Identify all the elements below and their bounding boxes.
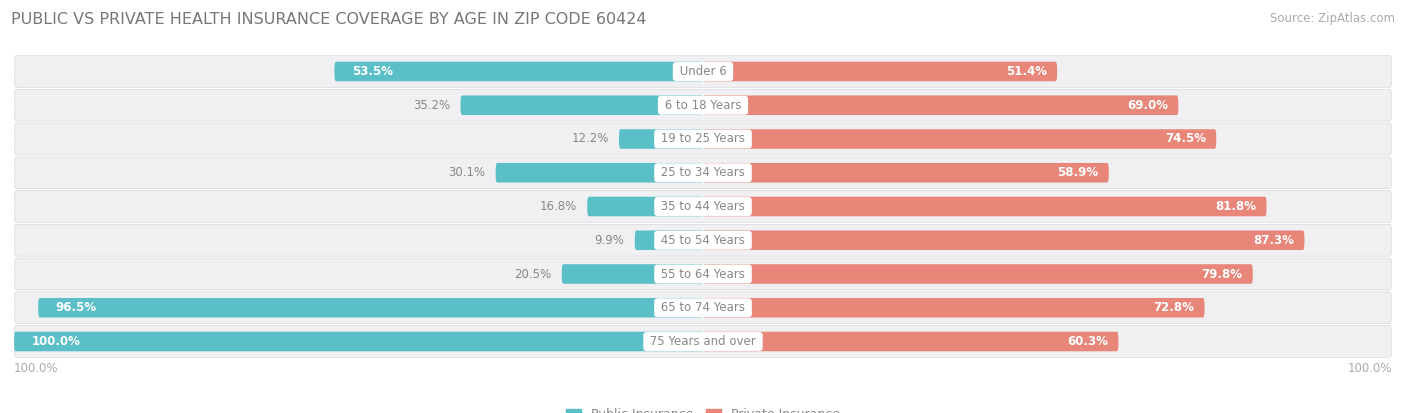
FancyBboxPatch shape <box>703 95 1178 115</box>
FancyBboxPatch shape <box>703 230 1305 250</box>
Text: 25 to 34 Years: 25 to 34 Years <box>657 166 749 179</box>
FancyBboxPatch shape <box>14 292 1392 324</box>
FancyBboxPatch shape <box>14 325 1392 357</box>
FancyBboxPatch shape <box>14 123 1392 155</box>
Text: 65 to 74 Years: 65 to 74 Years <box>657 301 749 314</box>
Text: 60.3%: 60.3% <box>1067 335 1108 348</box>
FancyBboxPatch shape <box>703 62 1057 81</box>
Text: 81.8%: 81.8% <box>1215 200 1256 213</box>
Text: 87.3%: 87.3% <box>1253 234 1294 247</box>
FancyBboxPatch shape <box>634 230 703 250</box>
Text: Source: ZipAtlas.com: Source: ZipAtlas.com <box>1270 12 1395 25</box>
FancyBboxPatch shape <box>703 298 1205 318</box>
Text: Under 6: Under 6 <box>676 65 730 78</box>
FancyBboxPatch shape <box>14 157 1392 189</box>
FancyBboxPatch shape <box>14 258 1392 290</box>
FancyBboxPatch shape <box>703 129 1216 149</box>
Text: 12.2%: 12.2% <box>571 133 609 145</box>
Text: 75 Years and over: 75 Years and over <box>647 335 759 348</box>
FancyBboxPatch shape <box>703 163 1109 183</box>
FancyBboxPatch shape <box>703 197 1267 216</box>
Text: 6 to 18 Years: 6 to 18 Years <box>661 99 745 112</box>
Text: 100.0%: 100.0% <box>1347 363 1392 375</box>
FancyBboxPatch shape <box>14 191 1392 222</box>
Text: 58.9%: 58.9% <box>1057 166 1098 179</box>
Text: 19 to 25 Years: 19 to 25 Years <box>657 133 749 145</box>
Text: 35 to 44 Years: 35 to 44 Years <box>657 200 749 213</box>
FancyBboxPatch shape <box>335 62 703 81</box>
FancyBboxPatch shape <box>461 95 703 115</box>
FancyBboxPatch shape <box>38 298 703 318</box>
Text: 20.5%: 20.5% <box>515 268 551 280</box>
FancyBboxPatch shape <box>14 89 1392 121</box>
Text: 35.2%: 35.2% <box>413 99 450 112</box>
Text: PUBLIC VS PRIVATE HEALTH INSURANCE COVERAGE BY AGE IN ZIP CODE 60424: PUBLIC VS PRIVATE HEALTH INSURANCE COVER… <box>11 12 647 27</box>
Text: 55 to 64 Years: 55 to 64 Years <box>657 268 749 280</box>
Text: 72.8%: 72.8% <box>1153 301 1194 314</box>
Text: 96.5%: 96.5% <box>55 301 97 314</box>
Legend: Public Insurance, Private Insurance: Public Insurance, Private Insurance <box>561 403 845 413</box>
Text: 45 to 54 Years: 45 to 54 Years <box>657 234 749 247</box>
FancyBboxPatch shape <box>14 56 1392 88</box>
FancyBboxPatch shape <box>619 129 703 149</box>
Text: 100.0%: 100.0% <box>14 363 59 375</box>
Text: 69.0%: 69.0% <box>1128 99 1168 112</box>
Text: 53.5%: 53.5% <box>352 65 392 78</box>
FancyBboxPatch shape <box>703 332 1118 351</box>
FancyBboxPatch shape <box>588 197 703 216</box>
Text: 79.8%: 79.8% <box>1202 268 1243 280</box>
FancyBboxPatch shape <box>562 264 703 284</box>
Text: 74.5%: 74.5% <box>1166 133 1206 145</box>
Text: 30.1%: 30.1% <box>449 166 485 179</box>
Text: 51.4%: 51.4% <box>1005 65 1047 78</box>
FancyBboxPatch shape <box>496 163 703 183</box>
FancyBboxPatch shape <box>14 332 703 351</box>
FancyBboxPatch shape <box>14 224 1392 256</box>
Text: 100.0%: 100.0% <box>31 335 80 348</box>
FancyBboxPatch shape <box>703 264 1253 284</box>
Text: 16.8%: 16.8% <box>540 200 576 213</box>
Text: 9.9%: 9.9% <box>595 234 624 247</box>
